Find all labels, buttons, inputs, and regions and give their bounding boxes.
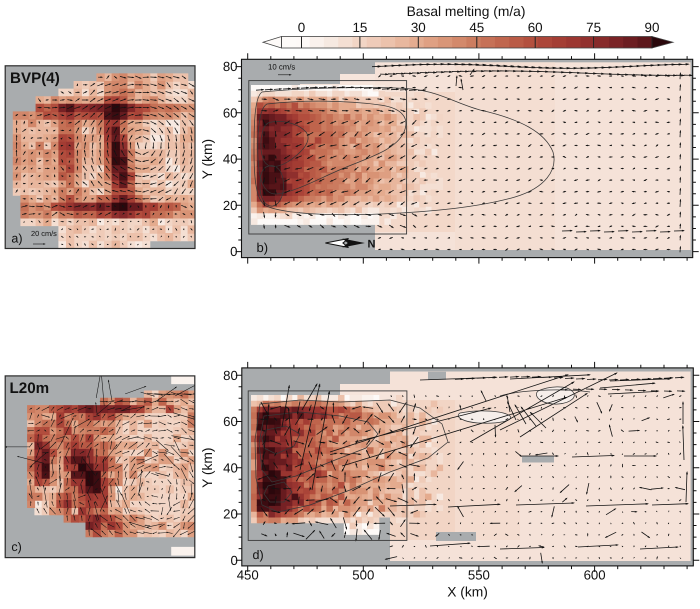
svg-text:75: 75: [586, 20, 601, 35]
svg-text:600: 600: [584, 568, 606, 583]
svg-text:BVP(4): BVP(4): [10, 70, 60, 87]
svg-text:60: 60: [223, 105, 238, 120]
svg-text:Basal melting (m/a): Basal melting (m/a): [407, 4, 526, 19]
svg-text:0: 0: [230, 553, 237, 568]
svg-text:Y (km): Y (km): [200, 139, 215, 179]
svg-text:a): a): [11, 232, 22, 246]
svg-text:20: 20: [223, 507, 238, 522]
svg-text:L20m: L20m: [10, 380, 50, 397]
svg-text:15: 15: [352, 20, 367, 35]
svg-text:20 cm/s: 20 cm/s: [31, 229, 57, 238]
svg-text:90: 90: [645, 20, 660, 35]
svg-text:10 cm/s: 10 cm/s: [268, 63, 295, 72]
svg-text:80: 80: [223, 368, 238, 383]
svg-text:500: 500: [352, 568, 374, 583]
svg-text:40: 40: [223, 152, 238, 167]
svg-text:d): d): [253, 548, 264, 562]
svg-text:450: 450: [237, 568, 259, 583]
svg-text:30: 30: [411, 20, 426, 35]
svg-text:45: 45: [469, 20, 484, 35]
svg-text:0: 0: [230, 244, 237, 259]
svg-text:Y (km): Y (km): [200, 448, 215, 488]
svg-text:550: 550: [468, 568, 490, 583]
svg-text:60: 60: [528, 20, 543, 35]
svg-text:b): b): [257, 240, 269, 255]
svg-text:0: 0: [298, 20, 305, 35]
svg-text:60: 60: [223, 414, 238, 429]
svg-text:N: N: [368, 238, 376, 250]
svg-text:20: 20: [223, 198, 238, 213]
svg-text:40: 40: [223, 460, 238, 475]
svg-text:c): c): [11, 540, 21, 554]
svg-text:80: 80: [223, 59, 238, 74]
svg-text:X (km): X (km): [447, 585, 488, 600]
